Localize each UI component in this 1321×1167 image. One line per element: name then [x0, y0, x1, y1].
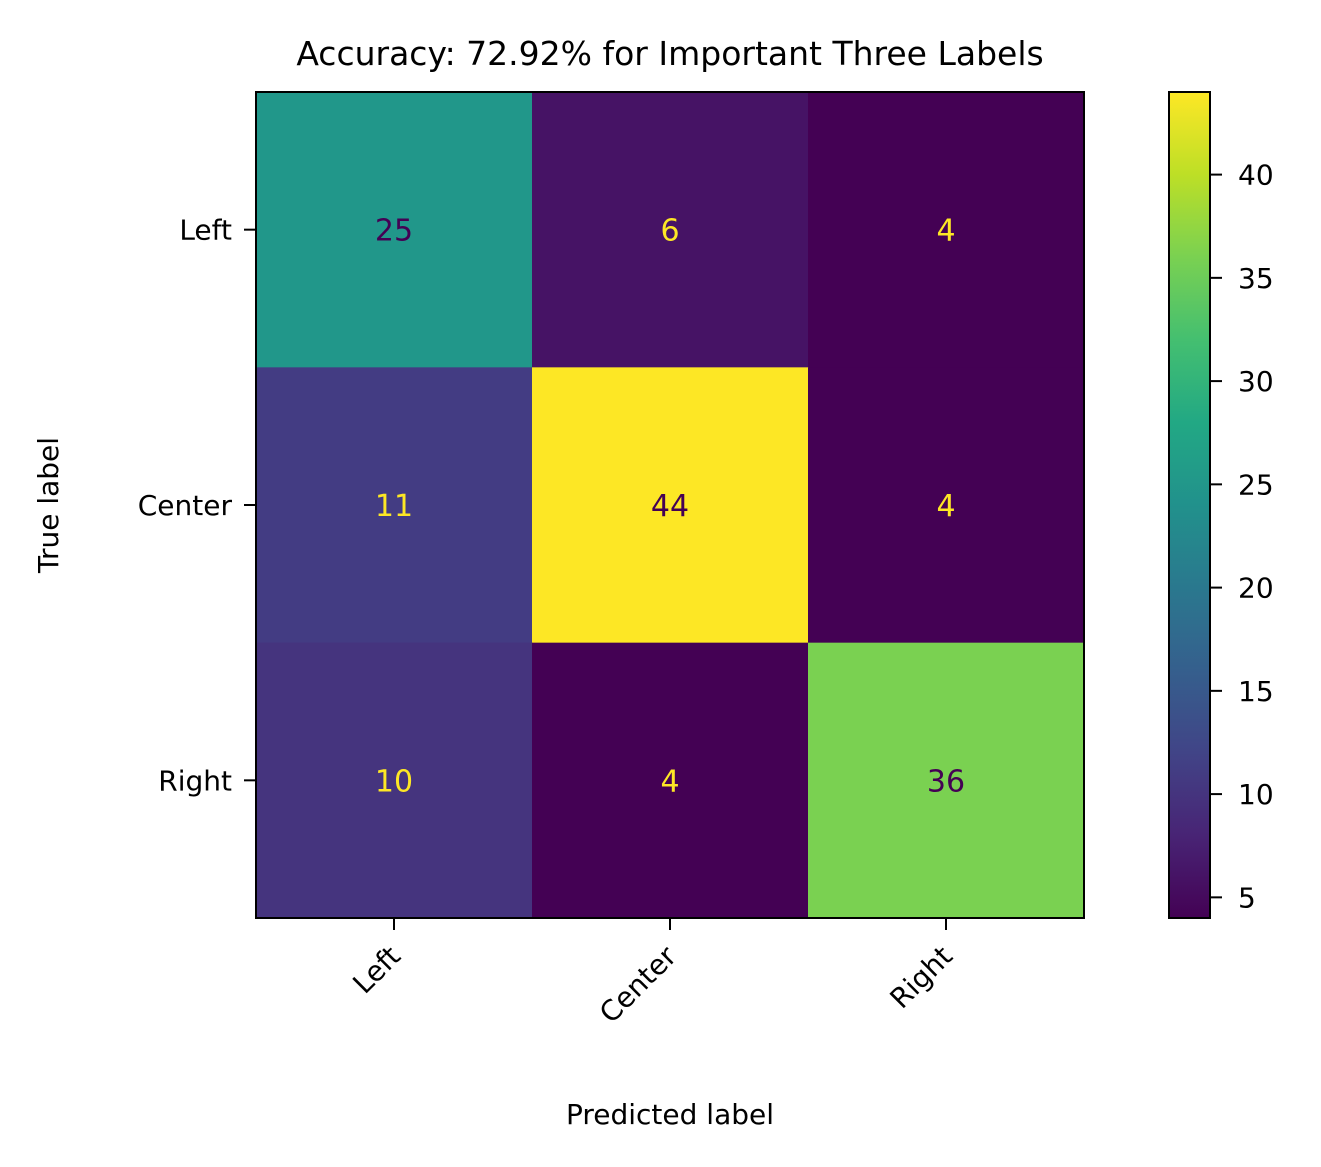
matrix-cell-right-left — [256, 642, 533, 919]
cell-value-label: 4 — [936, 214, 955, 249]
colorbar-tick-label: 20 — [1238, 572, 1274, 605]
y-axis-ticks: Left Center Right — [138, 214, 256, 797]
cell-value-label: 6 — [660, 214, 679, 249]
colorbar-tick-label: 5 — [1238, 881, 1256, 914]
colorbar-tick-label: 30 — [1238, 365, 1274, 398]
chart-title: Accuracy: 72.92% for Important Three Lab… — [296, 34, 1043, 73]
colorbar-tick-label: 25 — [1238, 468, 1274, 501]
matrix-cell-left-right — [808, 92, 1085, 368]
colorbar-tick-label: 10 — [1238, 778, 1274, 811]
cell-value-label: 36 — [927, 764, 965, 799]
cell-value-label: 10 — [375, 764, 413, 799]
matrix-cell-left-left — [256, 92, 533, 368]
colorbar-tick-label: 15 — [1238, 675, 1274, 708]
x-axis-ticks: Left Center Right — [346, 918, 959, 1030]
colorbar-tick-label: 40 — [1238, 159, 1274, 192]
cell-value-label: 11 — [375, 489, 413, 524]
x-tick-label: Left — [346, 940, 407, 1001]
x-tick-label: Center — [593, 939, 683, 1029]
matrix-cell-right-right — [808, 642, 1085, 919]
cell-value-label: 25 — [375, 214, 413, 249]
cell-value-label: 44 — [651, 489, 689, 524]
y-tick-label: Right — [158, 764, 232, 797]
y-tick-label: Left — [179, 214, 232, 247]
matrix-cell-center-center — [532, 367, 809, 644]
x-axis-label: Predicted label — [566, 1098, 774, 1131]
colorbar-tick-label: 35 — [1238, 262, 1274, 295]
matrix-cell-left-center — [532, 92, 809, 368]
matrix-cell-center-left — [256, 367, 533, 644]
matrix-cell-right-center — [532, 642, 809, 919]
colorbar-ticks: 5 10 15 20 25 30 35 40 — [1210, 159, 1274, 914]
matrix-cell-labels: 25 6 411 44 410 4 36 — [375, 214, 965, 800]
matrix-cell-center-right — [808, 367, 1085, 644]
colorbar — [1168, 91, 1211, 919]
y-tick-label: Center — [138, 489, 233, 522]
y-axis-label: True label — [32, 437, 65, 574]
cell-value-label: 4 — [660, 764, 679, 799]
matrix-cells — [256, 92, 1085, 919]
x-tick-label: Right — [883, 940, 958, 1015]
cell-value-label: 4 — [936, 489, 955, 524]
